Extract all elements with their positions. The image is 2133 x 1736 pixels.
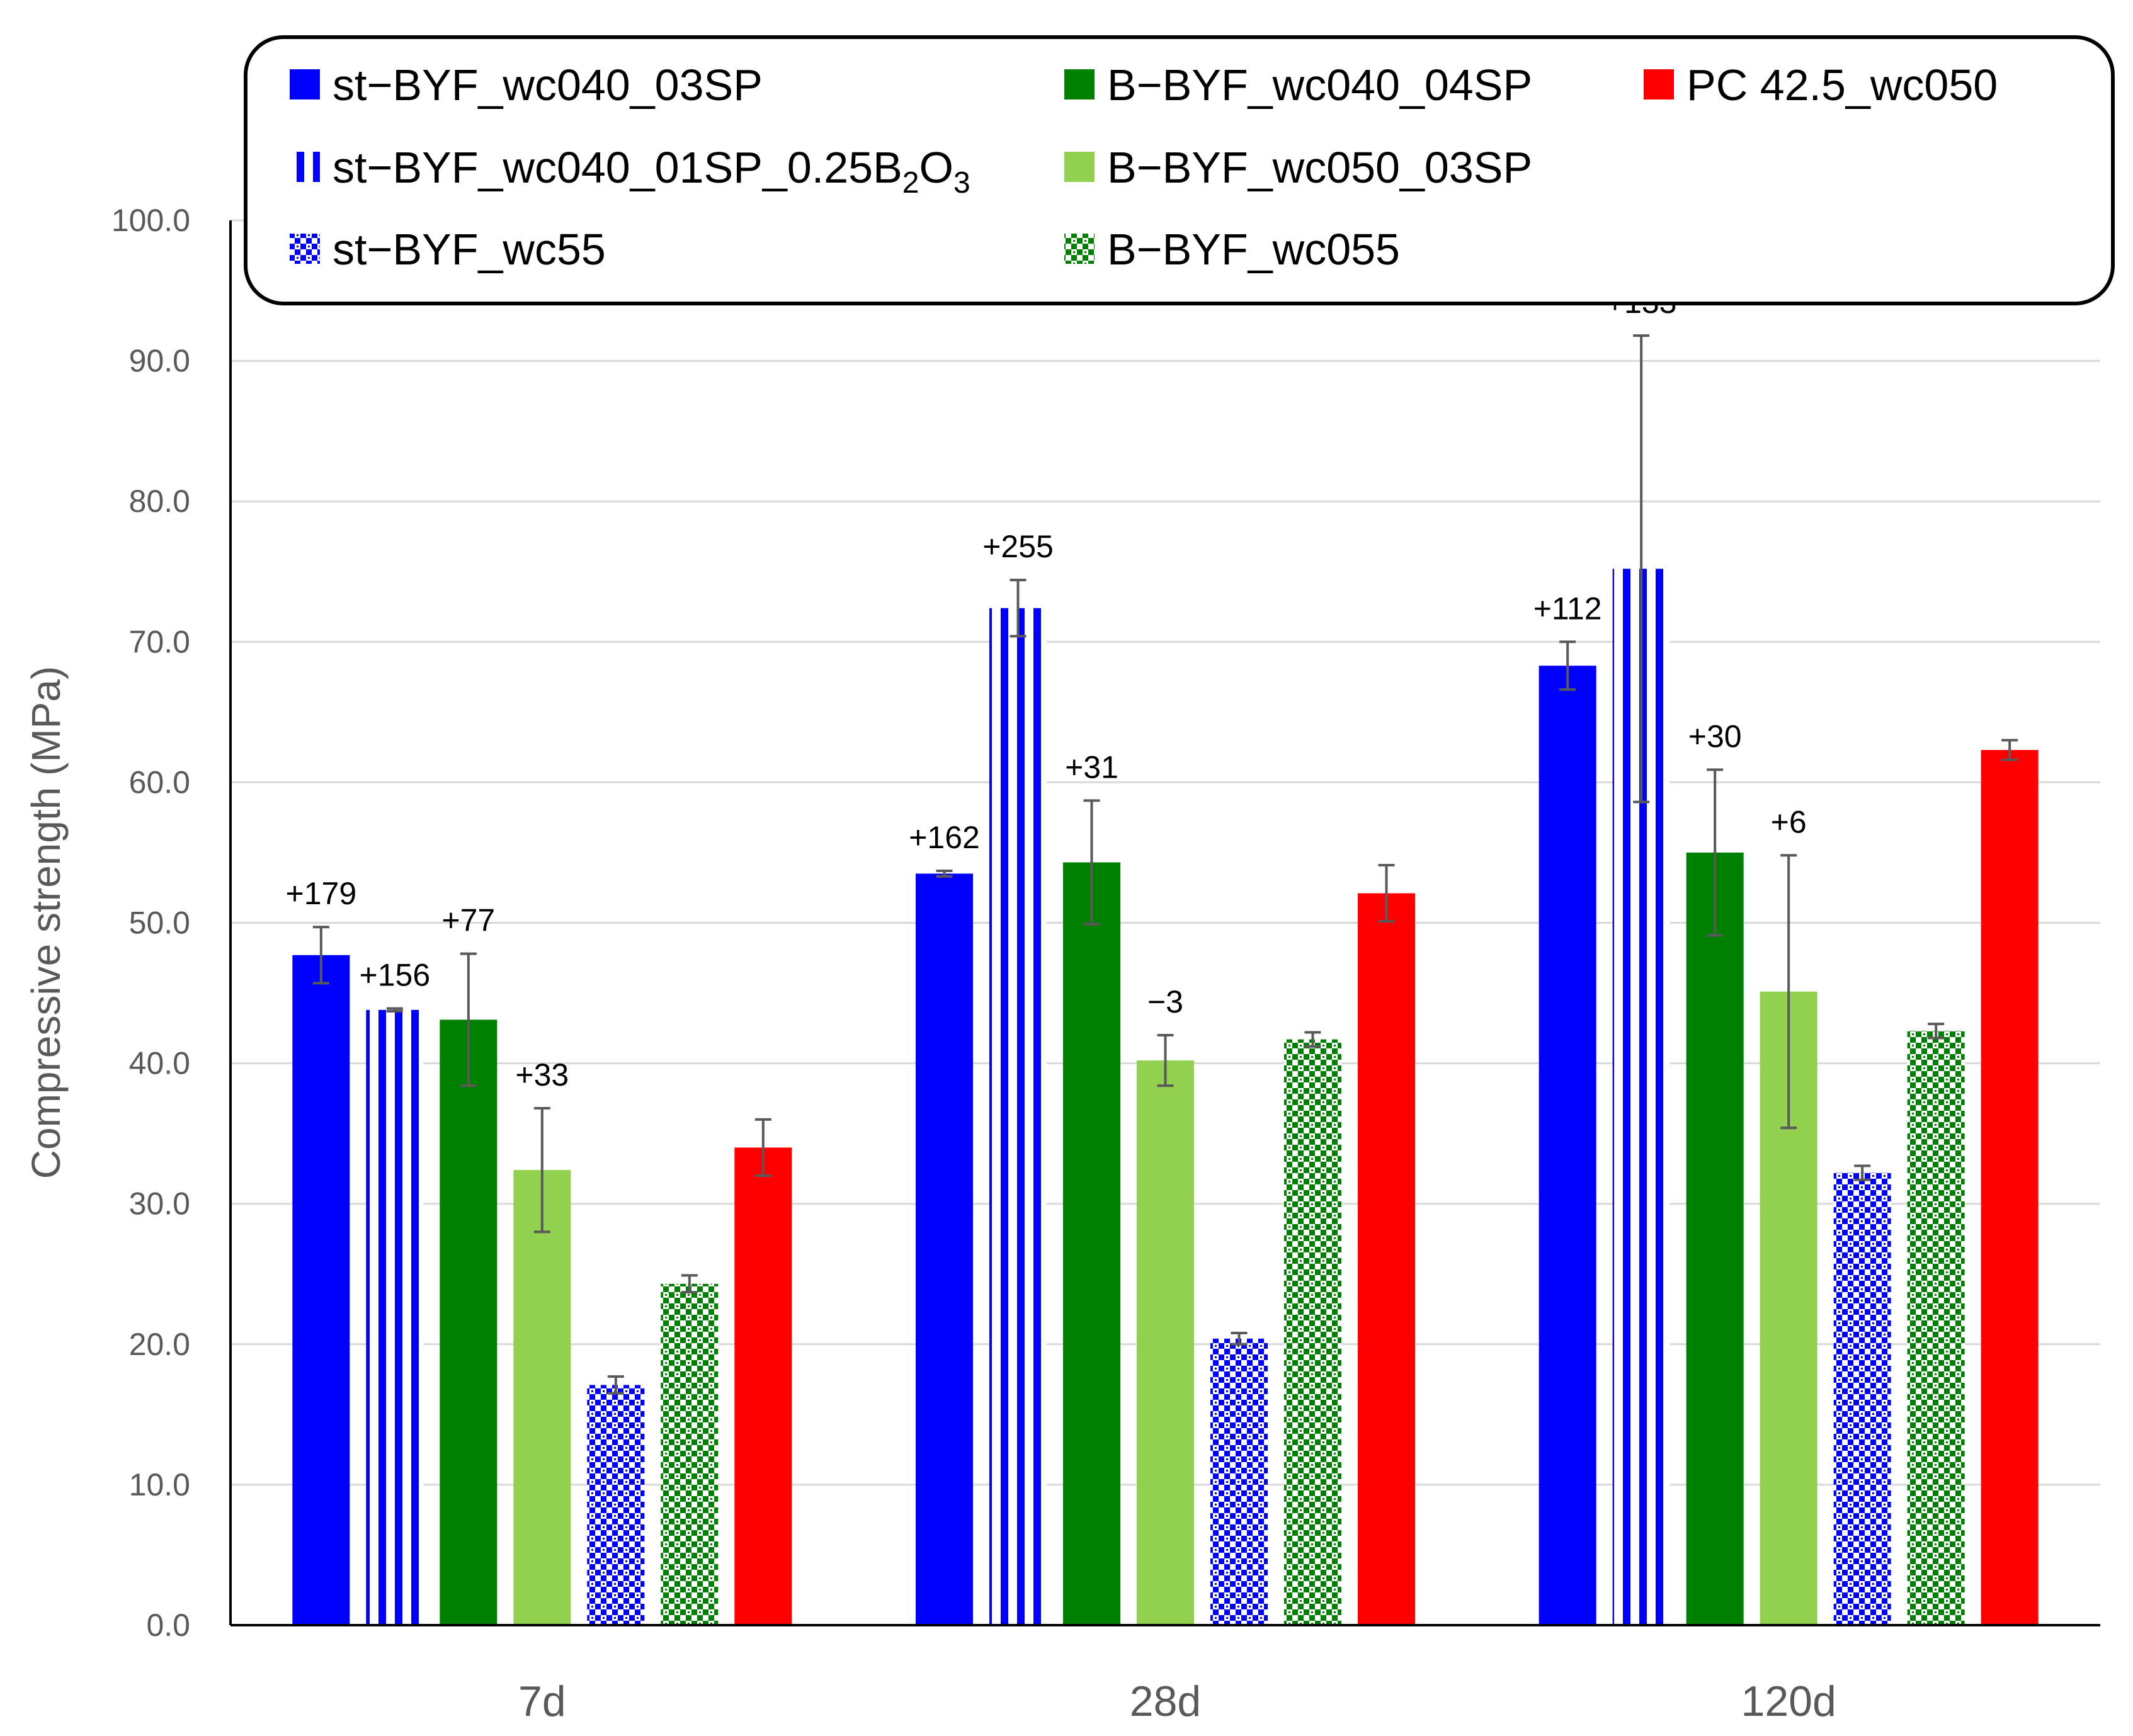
bar bbox=[1210, 1338, 1268, 1625]
y-tick-label: 10.0 bbox=[129, 1467, 190, 1502]
legend-swatch bbox=[1064, 152, 1095, 182]
data-label: +112 bbox=[1533, 591, 1602, 626]
data-label: +30 bbox=[1688, 718, 1742, 754]
bar bbox=[292, 955, 350, 1625]
bar bbox=[513, 1170, 571, 1625]
y-tick-label: 30.0 bbox=[129, 1186, 190, 1222]
bar bbox=[989, 608, 1047, 1625]
legend-label: st−BYF_wc040_03SP bbox=[333, 60, 763, 110]
x-category-label: 7d bbox=[518, 1677, 566, 1725]
y-tick-label: 90.0 bbox=[129, 343, 190, 378]
legend-box bbox=[244, 35, 2115, 305]
data-label: +162 bbox=[909, 820, 980, 855]
y-tick-label: 100.0 bbox=[111, 203, 190, 238]
legend-swatch bbox=[290, 69, 320, 99]
data-labels: +179+162+112+156+255+133+77+31+30+33−3+6 bbox=[286, 285, 1807, 1092]
legend-swatch bbox=[290, 152, 320, 182]
y-axis-ticks: 0.0 10.0 20.0 30.0 40.0 50.0 60.0 70.0 80.0 90.0 1… bbox=[111, 203, 190, 1643]
legend: st−BYF_wc040_03SP st−BYF_wc040_01SP_0.25B… bbox=[244, 35, 2115, 305]
bar bbox=[587, 1385, 645, 1625]
x-category-label: 120d bbox=[1741, 1677, 1836, 1725]
legend-swatch bbox=[1064, 69, 1095, 99]
data-label: −3 bbox=[1147, 984, 1183, 1019]
data-label: +6 bbox=[1771, 804, 1807, 839]
y-tick-label: 50.0 bbox=[129, 905, 190, 941]
bar bbox=[1063, 862, 1120, 1625]
error-bars bbox=[312, 334, 2018, 1395]
legend-swatch bbox=[1644, 69, 1674, 99]
y-axis-title: Compressive strength (MPa) bbox=[23, 666, 69, 1179]
legend-swatch bbox=[1064, 234, 1095, 264]
y-tick-label: 40.0 bbox=[129, 1046, 190, 1081]
x-axis-category-labels: 7d 28d 120d bbox=[518, 1677, 1836, 1725]
data-label: +77 bbox=[441, 903, 495, 938]
bar bbox=[916, 873, 973, 1625]
bar bbox=[1907, 1031, 1965, 1625]
bar bbox=[1284, 1039, 1341, 1625]
y-tick-label: 80.0 bbox=[129, 484, 190, 519]
bar bbox=[1358, 893, 1415, 1625]
data-label: +255 bbox=[982, 529, 1054, 564]
legend-label: B−BYF_wc050_03SP bbox=[1107, 143, 1532, 192]
legend-label: B−BYF_wc055 bbox=[1107, 225, 1400, 274]
y-tick-label: 70.0 bbox=[129, 624, 190, 659]
data-label: +33 bbox=[515, 1057, 569, 1092]
y-tick-label: 0.0 bbox=[146, 1608, 190, 1643]
legend-label: st−BYF_wc55 bbox=[333, 225, 606, 274]
legend-swatch bbox=[290, 234, 320, 264]
legend-label: st−BYF_wc040_01SP_0.25B2O3 bbox=[333, 143, 970, 200]
data-label: +156 bbox=[360, 958, 431, 993]
bar bbox=[1539, 666, 1596, 1625]
bar bbox=[1833, 1172, 1891, 1625]
bar bbox=[734, 1147, 792, 1625]
legend-items: st−BYF_wc040_03SP st−BYF_wc040_01SP_0.25B… bbox=[290, 60, 1998, 274]
bars bbox=[292, 569, 2039, 1625]
data-label: +179 bbox=[286, 876, 357, 911]
bar bbox=[661, 1283, 719, 1625]
bar bbox=[1981, 750, 2039, 1625]
legend-label: B−BYF_wc040_04SP bbox=[1107, 60, 1532, 110]
y-tick-label: 20.0 bbox=[129, 1327, 190, 1362]
data-label: +31 bbox=[1065, 749, 1118, 785]
bar bbox=[1137, 1060, 1194, 1625]
bar bbox=[366, 1009, 424, 1625]
y-tick-label: 60.0 bbox=[129, 764, 190, 800]
bar bbox=[1686, 852, 1744, 1625]
x-category-label: 28d bbox=[1130, 1677, 1201, 1725]
bar bbox=[440, 1019, 498, 1625]
legend-label: PC 42.5_wc050 bbox=[1686, 60, 1998, 110]
